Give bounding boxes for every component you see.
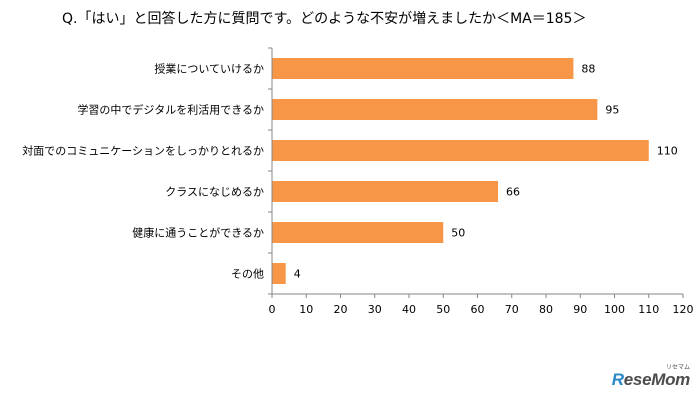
category-label: 授業についていけるか xyxy=(154,62,264,76)
logo-kana: リセマム xyxy=(665,364,690,371)
data-label: 66 xyxy=(506,186,520,199)
x-tick-label: 50 xyxy=(436,303,450,316)
data-label: 110 xyxy=(657,145,678,158)
category-label: その他 xyxy=(231,268,264,281)
category-label: 対面でのコミュニケーションをしっかりとれるか xyxy=(22,144,264,158)
bar xyxy=(272,58,574,79)
x-tick-label: 10 xyxy=(299,303,313,316)
category-label: 学習の中でデジタルを利活用できるか xyxy=(77,103,264,117)
x-tick-label: 120 xyxy=(673,303,694,316)
bar xyxy=(272,99,598,120)
x-tick-label: 30 xyxy=(368,303,382,316)
bar xyxy=(272,181,499,202)
bar xyxy=(272,222,444,243)
x-tick-label: 40 xyxy=(402,303,416,316)
bar xyxy=(272,263,286,284)
x-tick-label: 60 xyxy=(471,303,485,316)
logo-text: eseMom xyxy=(623,370,691,389)
x-tick-label: 110 xyxy=(638,303,659,316)
x-tick-label: 100 xyxy=(604,303,625,316)
chart-title: Q.「はい」と回答した方に質問です。どのような不安が増えましたか＜MA＝185＞ xyxy=(62,11,587,27)
category-label: クラスになじめるか xyxy=(165,186,264,199)
logo-letter-r: R xyxy=(611,370,624,389)
data-label: 50 xyxy=(451,227,465,240)
data-label: 88 xyxy=(581,63,595,76)
x-tick-label: 0 xyxy=(269,303,276,316)
data-label: 4 xyxy=(294,268,301,281)
bar xyxy=(272,140,649,161)
x-tick-label: 90 xyxy=(573,303,587,316)
x-tick-label: 20 xyxy=(334,303,348,316)
category-label: 健康に通うことができるか xyxy=(132,226,264,240)
resemom-logo: リセマム ReseMom xyxy=(611,364,691,390)
data-label: 95 xyxy=(605,104,619,117)
x-tick-label: 70 xyxy=(505,303,519,316)
x-tick-label: 80 xyxy=(539,303,553,316)
